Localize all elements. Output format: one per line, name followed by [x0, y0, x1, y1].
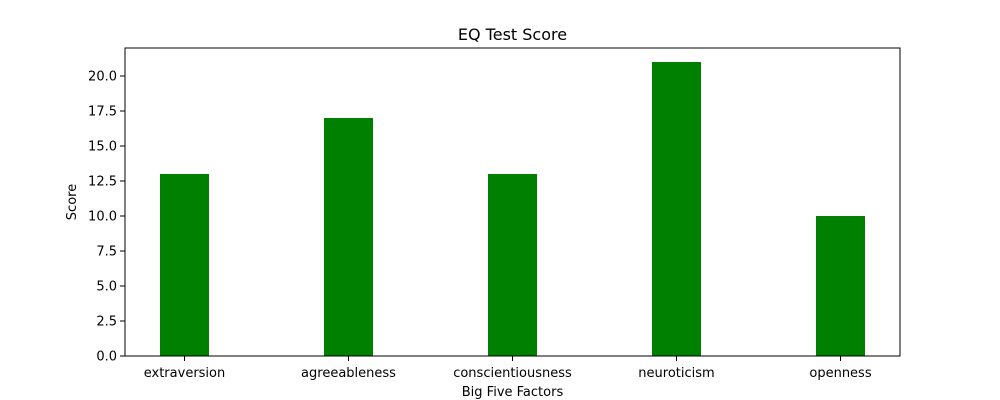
- bar-conscientiousness: [488, 174, 537, 356]
- y-tick-label: 0.0: [96, 350, 117, 365]
- y-tick-label: 2.5: [96, 315, 117, 330]
- x-tick-label: agreeableness: [301, 366, 396, 381]
- x-tick-label: extraversion: [144, 366, 226, 381]
- y-tick-label: 17.5: [88, 105, 117, 120]
- y-tick-label: 10.0: [88, 210, 117, 225]
- x-tick-label: conscientiousness: [453, 366, 572, 381]
- x-axis-label: Big Five Factors: [462, 385, 564, 400]
- x-tick-label: neuroticism: [638, 366, 714, 381]
- plot-frame: [124, 47, 901, 357]
- y-axis-label: Score: [65, 184, 80, 220]
- bar-agreeableness: [324, 118, 373, 356]
- bar-openness: [816, 216, 865, 356]
- y-tick-label: 15.0: [88, 140, 117, 155]
- bar-neuroticism: [652, 62, 701, 356]
- bar-extraversion: [160, 174, 209, 356]
- x-tick-label: openness: [809, 366, 871, 381]
- y-tick-label: 7.5: [96, 245, 117, 260]
- y-tick-label: 12.5: [88, 175, 117, 190]
- y-tick-label: 5.0: [96, 280, 117, 295]
- chart-title: EQ Test Score: [458, 25, 567, 44]
- plot-area: 0.0 2.5 5.0 7.5 10.0 12.5 15.0 17.5 20.0 extraver…: [88, 62, 872, 381]
- y-tick-label: 20.0: [88, 70, 117, 85]
